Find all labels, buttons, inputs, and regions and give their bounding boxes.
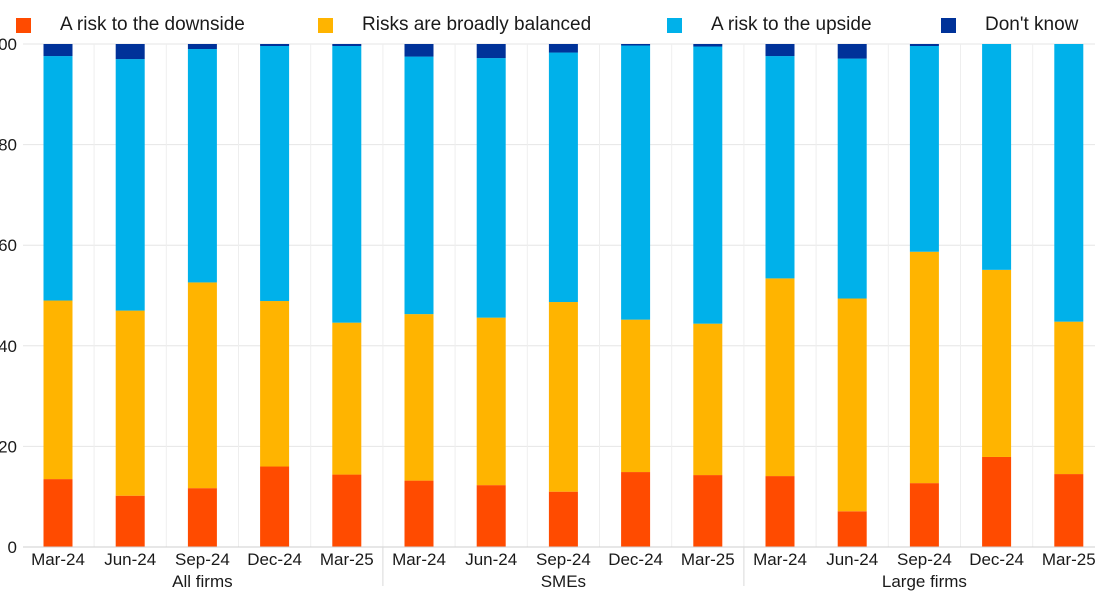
- bar-balanced-2: [115, 310, 145, 496]
- legend-item-downside: A risk to the downside: [16, 14, 245, 36]
- legend-item-upside: A risk to the upside: [667, 14, 872, 36]
- y-tick-label: 80: [0, 136, 17, 155]
- x-tick-label: Mar-25: [1042, 550, 1095, 569]
- bar-downside-11: [765, 476, 795, 547]
- bar-balanced-14: [982, 269, 1012, 457]
- bar-downside-10: [693, 475, 723, 547]
- bar-dont-know-2: [115, 44, 145, 60]
- bar-upside-5: [332, 46, 362, 323]
- legend-item-balanced: Risks are broadly balanced: [318, 14, 591, 36]
- group-label: SMEs: [541, 572, 586, 591]
- bar-downside-5: [332, 474, 362, 547]
- bar-dont-know-9: [621, 44, 651, 46]
- legend-swatch-downside: [16, 17, 31, 33]
- x-tick-label: Jun-24: [104, 550, 156, 569]
- x-tick-label: Mar-25: [681, 550, 735, 569]
- legend-swatch-balanced: [318, 17, 333, 33]
- x-tick-label: Jun-24: [465, 550, 517, 569]
- bar-upside-7: [476, 58, 506, 318]
- bar-upside-13: [909, 46, 939, 252]
- legend-swatch-dont-know: [941, 17, 956, 33]
- bar-upside-15: [1054, 44, 1084, 322]
- bar-balanced-10: [693, 323, 723, 476]
- bar-downside-13: [909, 483, 939, 547]
- bar-downside-7: [476, 485, 506, 547]
- bar-upside-9: [621, 45, 651, 320]
- bar-dont-know-10: [693, 44, 723, 47]
- bar-dont-know-7: [476, 44, 506, 59]
- bar-dont-know-4: [260, 44, 290, 47]
- x-tick-label: Mar-25: [320, 550, 374, 569]
- bar-balanced-9: [621, 319, 651, 473]
- bar-dont-know-11: [765, 44, 795, 57]
- bar-downside-4: [260, 466, 290, 547]
- x-tick-label: Jun-24: [826, 550, 878, 569]
- chart-legend: A risk to the downside Risks are broadly…: [0, 14, 1095, 38]
- bar-dont-know-1: [43, 44, 73, 57]
- bar-downside-8: [548, 491, 578, 547]
- y-tick-label: 60: [0, 236, 17, 255]
- x-tick-label: Mar-24: [392, 550, 446, 569]
- y-tick-label: 40: [0, 337, 17, 356]
- bar-downside-12: [837, 511, 867, 547]
- x-tick-label: Dec-24: [608, 550, 663, 569]
- bar-downside-9: [621, 472, 651, 547]
- x-tick-label: Dec-24: [247, 550, 302, 569]
- bar-balanced-8: [548, 302, 578, 492]
- y-tick-label: 20: [0, 437, 17, 456]
- legend-swatch-upside: [667, 17, 682, 33]
- bar-upside-11: [765, 56, 795, 279]
- bar-upside-12: [837, 58, 867, 299]
- bar-balanced-5: [332, 322, 362, 475]
- bar-downside-3: [187, 488, 217, 547]
- x-tick-label: Sep-24: [897, 550, 952, 569]
- bar-downside-15: [1054, 474, 1084, 547]
- x-tick-label: Sep-24: [536, 550, 591, 569]
- x-tick-label: Mar-24: [31, 550, 85, 569]
- x-tick-label: Sep-24: [175, 550, 230, 569]
- bar-balanced-13: [909, 251, 939, 484]
- bar-upside-3: [187, 49, 217, 283]
- bar-dont-know-5: [332, 44, 362, 47]
- bar-dont-know-13: [909, 44, 939, 47]
- bars: [43, 44, 1084, 547]
- legend-label-upside: A risk to the upside: [711, 14, 872, 35]
- y-tick-label: 100: [0, 35, 17, 54]
- bar-dont-know-3: [187, 44, 217, 50]
- bar-balanced-1: [43, 300, 73, 480]
- bar-balanced-6: [404, 314, 434, 481]
- legend-label-dont-know: Don't know: [985, 14, 1079, 35]
- bar-upside-8: [548, 52, 578, 303]
- legend-label-downside: A risk to the downside: [60, 14, 245, 35]
- bar-upside-2: [115, 59, 145, 311]
- bar-upside-6: [404, 56, 434, 315]
- group-label: All firms: [172, 572, 232, 591]
- bar-balanced-15: [1054, 321, 1084, 475]
- bar-balanced-3: [187, 282, 217, 489]
- bar-downside-14: [982, 456, 1012, 547]
- bar-balanced-12: [837, 298, 867, 512]
- y-tick-label: 0: [8, 538, 17, 557]
- group-label: Large firms: [882, 572, 967, 591]
- legend-label-balanced: Risks are broadly balanced: [362, 14, 592, 35]
- bar-dont-know-6: [404, 44, 434, 57]
- bar-balanced-4: [260, 301, 290, 467]
- bar-dont-know-8: [548, 44, 578, 53]
- x-tick-label: Mar-24: [753, 550, 807, 569]
- bar-balanced-11: [765, 278, 795, 477]
- bar-upside-1: [43, 56, 73, 301]
- bar-dont-know-12: [837, 44, 867, 59]
- bar-upside-10: [693, 46, 723, 324]
- bar-upside-14: [982, 44, 1012, 270]
- bar-downside-6: [404, 480, 434, 547]
- bar-downside-1: [43, 479, 73, 547]
- legend-item-dont-know: Don't know: [941, 14, 1078, 36]
- bar-balanced-7: [476, 317, 506, 486]
- x-tick-label: Dec-24: [969, 550, 1024, 569]
- bar-upside-4: [260, 46, 290, 302]
- axes: 0 20 40 60 80 100 Mar-24 Jun-24 Sep-24 Dec-24 Mar-…: [0, 35, 1095, 591]
- bar-downside-2: [115, 495, 145, 547]
